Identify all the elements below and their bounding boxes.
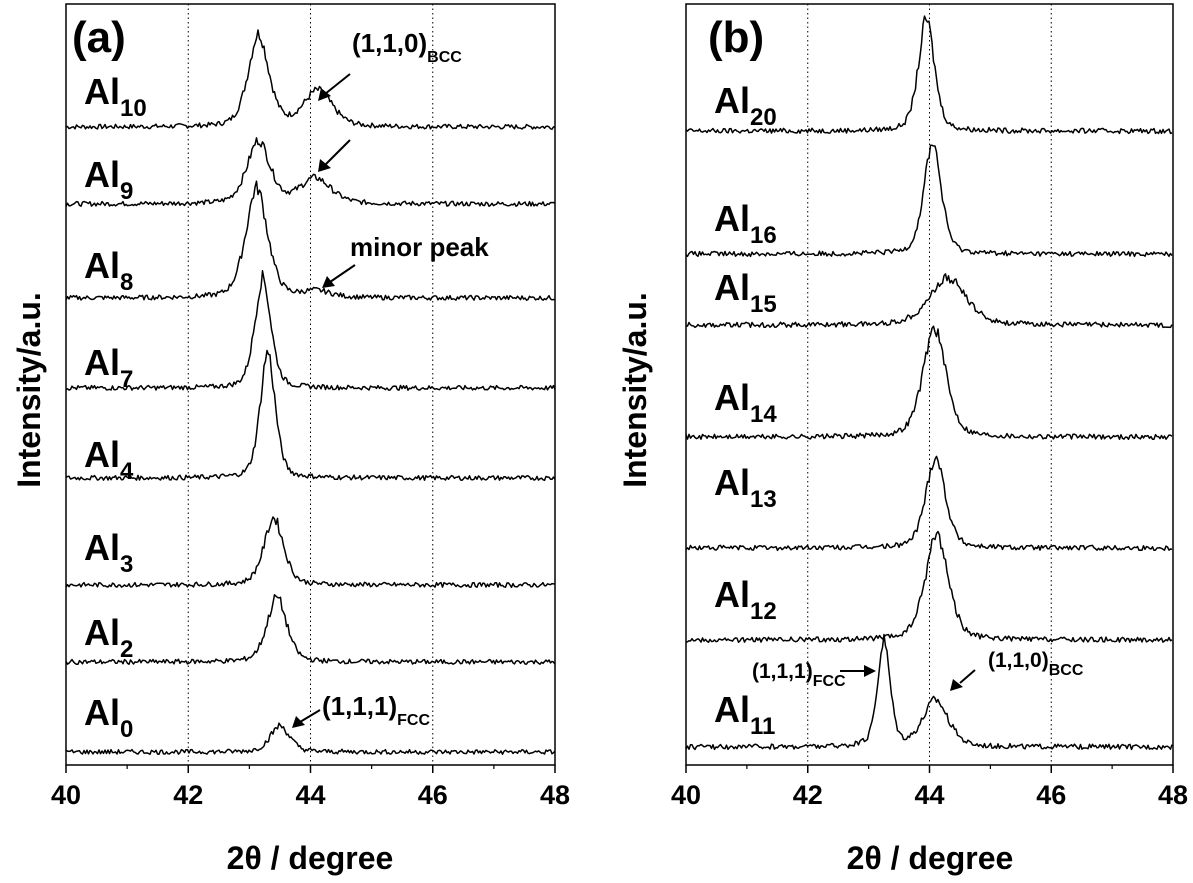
arrow-al9-bcc bbox=[324, 139, 351, 166]
trace-al12 bbox=[685, 530, 1173, 644]
trace-al0 bbox=[65, 722, 556, 755]
sample-label-al20: Al20 bbox=[714, 80, 777, 131]
arrowhead-111-fcc-b bbox=[864, 665, 876, 677]
trace-al15 bbox=[685, 273, 1173, 329]
panel-a: Intensity/a.u. 2θ / degree (a) (1,1,0)BC… bbox=[11, 3, 570, 876]
sample-label-al10: Al10 bbox=[84, 71, 147, 122]
x-axis-title-b: 2θ / degree bbox=[847, 840, 1014, 876]
x-tick-label-40: 40 bbox=[51, 780, 81, 810]
sample-label-al3: Al3 bbox=[84, 527, 133, 578]
trace-al4 bbox=[65, 349, 556, 482]
svg-text:(1,1,0)BCC: (1,1,0)BCC bbox=[352, 28, 462, 66]
trace-al20 bbox=[685, 15, 1173, 135]
trace-al9 bbox=[65, 137, 556, 207]
annotation-110-bcc-a: (1,1,0)BCC bbox=[352, 28, 462, 66]
trace-al10 bbox=[65, 29, 556, 130]
trace-al2 bbox=[65, 594, 556, 666]
sample-label-al15: Al15 bbox=[714, 267, 777, 318]
sample-label-al7: Al7 bbox=[84, 342, 133, 393]
panel-label-b: (b) bbox=[708, 13, 764, 62]
sample-label-al9: Al9 bbox=[84, 154, 133, 205]
x-tick-label-44: 44 bbox=[295, 780, 325, 810]
x-tick-label-46: 46 bbox=[1036, 780, 1066, 810]
trace-al3 bbox=[65, 516, 555, 589]
svg-text:(1,1,1)FCC: (1,1,1)FCC bbox=[322, 691, 430, 729]
sample-label-al12: Al12 bbox=[714, 574, 777, 625]
x-tick-label-46: 46 bbox=[418, 780, 448, 810]
x-tick-label-40: 40 bbox=[671, 780, 701, 810]
sample-label-al11: Al11 bbox=[714, 689, 775, 740]
arrowhead-111-fcc-a bbox=[292, 716, 305, 728]
arrow-111-fcc-a bbox=[299, 709, 321, 723]
y-axis-title-a: Intensity/a.u. bbox=[11, 292, 47, 488]
sample-label-al4: Al4 bbox=[84, 434, 134, 485]
sample-label-al16: Al16 bbox=[714, 198, 777, 249]
panel-b: Intensity/a.u. 2θ / degree (b) (1,1,1)FC… bbox=[617, 3, 1188, 876]
x-axis-title-a: 2θ / degree bbox=[227, 840, 394, 876]
trace-al14 bbox=[685, 325, 1173, 441]
x-tick-label-44: 44 bbox=[914, 780, 944, 810]
sample-label-al14: Al14 bbox=[714, 377, 777, 428]
trace-al16 bbox=[685, 144, 1173, 258]
trace-al11 bbox=[685, 633, 1173, 751]
svg-text:(1,1,0)BCC: (1,1,0)BCC bbox=[988, 649, 1084, 679]
arrow-minor-peak bbox=[329, 264, 356, 283]
annotation-111-fcc-b: (1,1,1)FCC bbox=[752, 660, 846, 690]
trace-al7 bbox=[65, 270, 556, 391]
y-axis-title-b: Intensity/a.u. bbox=[617, 292, 653, 488]
arrow-110-bcc-b bbox=[959, 669, 976, 684]
x-tick-label-48: 48 bbox=[540, 780, 570, 810]
annotation-111-fcc-a: (1,1,1)FCC bbox=[322, 691, 430, 729]
arrowhead-110-bcc-b bbox=[950, 679, 963, 691]
x-tick-label-42: 42 bbox=[173, 780, 203, 810]
svg-text:(1,1,1)FCC: (1,1,1)FCC bbox=[752, 660, 846, 690]
sample-label-al2: Al2 bbox=[84, 612, 133, 663]
annotation-110-bcc-b: (1,1,0)BCC bbox=[988, 649, 1084, 679]
sample-label-al0: Al0 bbox=[84, 692, 133, 743]
trace-al13 bbox=[685, 455, 1173, 552]
sample-label-al8: Al8 bbox=[84, 245, 133, 296]
sample-label-al13: Al13 bbox=[714, 462, 777, 513]
panel-label-a: (a) bbox=[72, 13, 126, 62]
arrow-110-bcc-a bbox=[324, 73, 351, 95]
arrowhead-minor-peak bbox=[322, 276, 335, 288]
x-tick-label-48: 48 bbox=[1158, 780, 1188, 810]
x-tick-label-42: 42 bbox=[793, 780, 823, 810]
arrowhead-al9-bcc bbox=[318, 159, 331, 172]
annotation-minor-peak: minor peak bbox=[350, 232, 489, 262]
trace-al8 bbox=[65, 180, 556, 301]
